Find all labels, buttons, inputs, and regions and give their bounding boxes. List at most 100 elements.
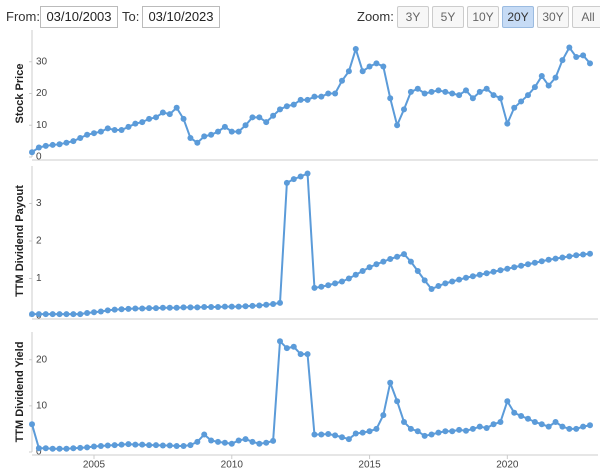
point (414, 268, 421, 274)
point (311, 431, 318, 438)
to-input[interactable]: 03/10/2023 (142, 6, 220, 28)
x-tick-label: 2005 (83, 460, 106, 471)
point (290, 176, 297, 183)
point (442, 280, 449, 287)
point (180, 443, 187, 449)
point (394, 398, 401, 405)
point (345, 275, 352, 282)
point (242, 122, 249, 129)
x-tick-label: 2010 (221, 460, 244, 471)
point (339, 278, 345, 285)
zoom-button[interactable]: 5Y (432, 6, 464, 28)
point (42, 445, 49, 452)
point (97, 443, 104, 449)
point (77, 134, 84, 141)
point (518, 98, 525, 105)
point (359, 68, 366, 75)
point (449, 90, 456, 97)
point (566, 425, 573, 432)
point (483, 425, 490, 431)
point (242, 436, 249, 443)
point (173, 304, 180, 311)
point (380, 258, 387, 265)
zoom-button[interactable]: 10Y (467, 6, 499, 28)
from-label: From: (6, 9, 40, 24)
point (573, 425, 580, 432)
point (518, 262, 525, 269)
point (559, 254, 566, 261)
point (35, 311, 42, 318)
point (387, 256, 394, 262)
point (256, 302, 263, 309)
point (194, 304, 201, 311)
zoom-button[interactable]: 20Y (502, 6, 534, 28)
point (490, 92, 497, 99)
point (111, 127, 118, 134)
point (221, 123, 228, 130)
point (146, 115, 153, 122)
point (380, 412, 387, 419)
point (208, 304, 215, 310)
point (132, 441, 139, 448)
point (552, 74, 559, 81)
point (366, 63, 373, 70)
point (325, 431, 332, 437)
zoom-button[interactable]: All (572, 6, 600, 28)
point (325, 90, 332, 97)
point (146, 305, 153, 312)
point (118, 441, 125, 448)
zoom-button[interactable]: 3Y (397, 6, 429, 28)
point (373, 60, 380, 67)
point (104, 442, 111, 449)
point (29, 421, 35, 428)
point (132, 305, 139, 312)
point (428, 431, 435, 438)
point (63, 139, 70, 146)
point (29, 149, 35, 156)
y-tick-label: 30 (36, 56, 48, 67)
point (566, 253, 573, 260)
point (345, 68, 352, 75)
line (31, 45, 591, 154)
point (463, 427, 469, 434)
from-input[interactable]: 03/10/2003 (40, 6, 118, 28)
point (249, 438, 256, 445)
point (63, 445, 70, 452)
point (283, 103, 290, 110)
y-tick-label: 10 (36, 120, 48, 131)
point (139, 119, 146, 126)
point (456, 426, 463, 433)
point (428, 88, 435, 95)
point (84, 444, 91, 451)
point (77, 444, 84, 451)
point (104, 125, 111, 132)
point (70, 138, 77, 145)
point (531, 259, 538, 266)
point (91, 443, 97, 450)
y-tick-label: 20 (36, 354, 48, 365)
line (31, 338, 591, 450)
point (339, 77, 345, 84)
point (407, 258, 414, 265)
point (469, 425, 476, 432)
point (166, 111, 173, 118)
y-tick-label: 10 (36, 400, 48, 411)
point (373, 425, 380, 432)
zoom-button[interactable]: 30Y (537, 6, 569, 28)
point (469, 95, 476, 102)
point (63, 311, 70, 318)
point (91, 130, 97, 137)
point (483, 85, 490, 92)
point (352, 430, 359, 437)
point (180, 304, 187, 311)
point (359, 429, 366, 436)
point (70, 445, 77, 452)
point (545, 256, 552, 263)
y-axis-title: TTM Dividend Yield (14, 342, 26, 443)
point (442, 428, 449, 435)
point (263, 119, 270, 126)
y-tick-label: 20 (36, 88, 48, 99)
point (180, 115, 187, 122)
